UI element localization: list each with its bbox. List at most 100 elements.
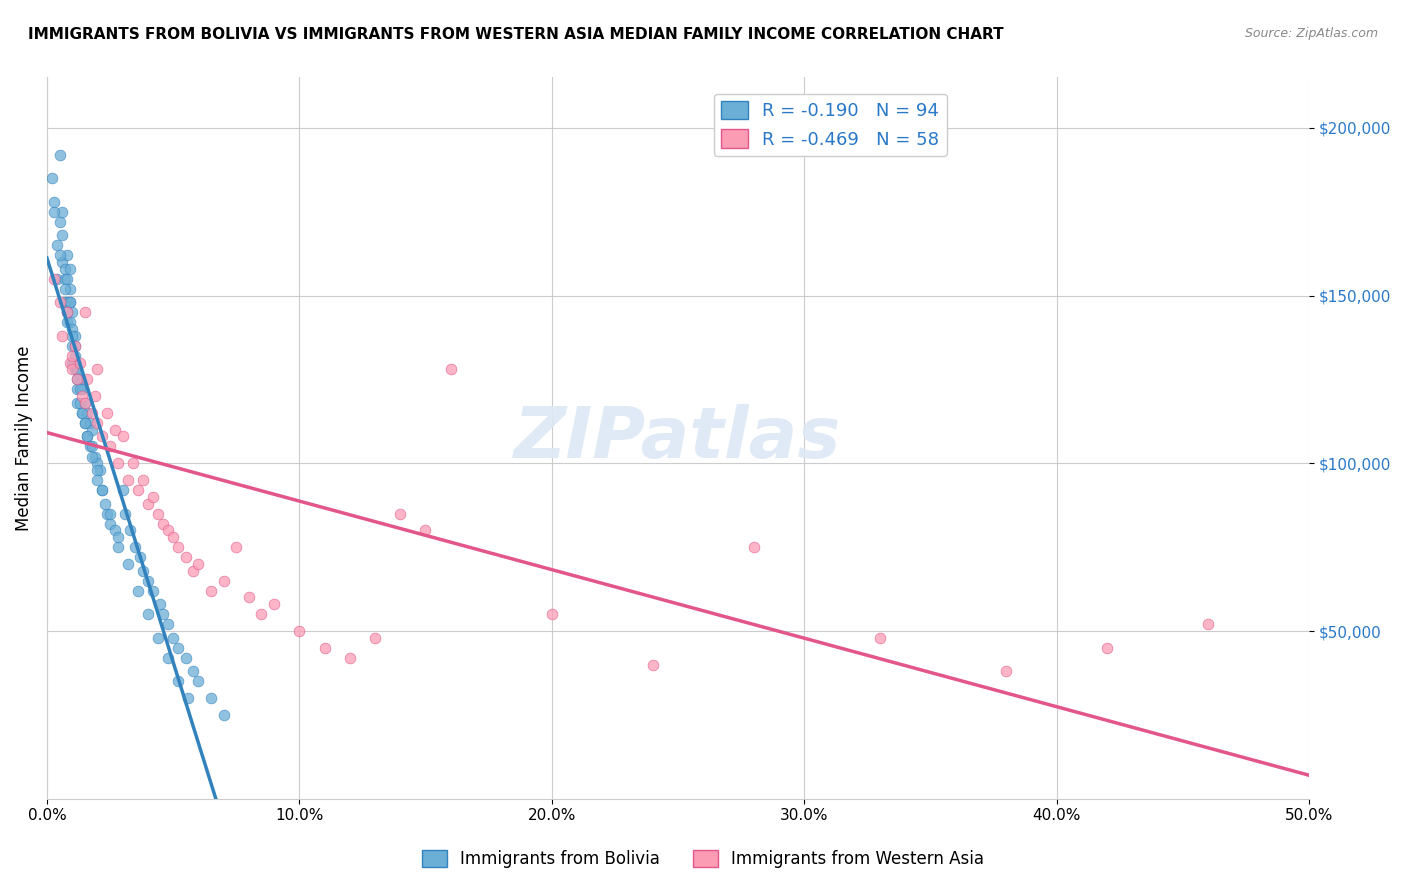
Point: [132, 564, 155, 578]
Point: [339, 650, 361, 665]
Point: [96, 406, 118, 420]
Point: [121, 456, 143, 470]
Point: [1095, 640, 1118, 655]
Point: [51, 328, 73, 343]
Point: [82, 406, 104, 420]
Point: [742, 540, 765, 554]
Point: [250, 607, 273, 622]
Point: [107, 540, 129, 554]
Point: [540, 607, 562, 622]
Point: [152, 516, 174, 531]
Point: [73, 416, 96, 430]
Point: [41, 171, 63, 186]
Point: [86, 362, 108, 376]
Point: [60, 305, 83, 319]
Point: [181, 564, 204, 578]
Point: [44, 204, 66, 219]
Point: [86, 463, 108, 477]
Point: [73, 396, 96, 410]
Point: [70, 406, 93, 420]
Point: [56, 248, 79, 262]
Point: [995, 665, 1018, 679]
Point: [79, 440, 101, 454]
Point: [127, 583, 149, 598]
Point: [98, 507, 121, 521]
Point: [59, 261, 82, 276]
Point: [120, 524, 142, 538]
Point: [238, 591, 260, 605]
Point: [69, 383, 91, 397]
Point: [104, 524, 127, 538]
Point: [162, 631, 184, 645]
Point: [53, 271, 76, 285]
Point: [107, 530, 129, 544]
Point: [174, 550, 197, 565]
Point: [82, 423, 104, 437]
Point: [63, 339, 86, 353]
Point: [129, 550, 152, 565]
Point: [56, 305, 79, 319]
Point: [96, 507, 118, 521]
Point: [53, 282, 76, 296]
Point: [63, 362, 86, 376]
Point: [187, 557, 209, 571]
Point: [56, 271, 79, 285]
Point: [98, 516, 121, 531]
Point: [162, 530, 184, 544]
Point: [89, 463, 111, 477]
Point: [59, 356, 82, 370]
Point: [82, 450, 104, 464]
Point: [69, 356, 91, 370]
Point: [59, 282, 82, 296]
Point: [46, 238, 69, 252]
Point: [167, 674, 190, 689]
Point: [114, 507, 136, 521]
Point: [124, 540, 146, 554]
Point: [66, 372, 89, 386]
Point: [59, 315, 82, 329]
Text: IMMIGRANTS FROM BOLIVIA VS IMMIGRANTS FROM WESTERN ASIA MEDIAN FAMILY INCOME COR: IMMIGRANTS FROM BOLIVIA VS IMMIGRANTS FR…: [28, 27, 1004, 42]
Point: [48, 215, 70, 229]
Point: [60, 356, 83, 370]
Point: [69, 372, 91, 386]
Point: [104, 423, 127, 437]
Point: [1197, 617, 1219, 632]
Point: [107, 456, 129, 470]
Point: [146, 507, 169, 521]
Point: [127, 483, 149, 497]
Point: [66, 383, 89, 397]
Point: [117, 473, 139, 487]
Point: [177, 691, 200, 706]
Point: [63, 339, 86, 353]
Point: [60, 362, 83, 376]
Point: [167, 640, 190, 655]
Point: [157, 617, 180, 632]
Point: [53, 295, 76, 310]
Point: [389, 507, 412, 521]
Point: [86, 416, 108, 430]
Point: [76, 372, 98, 386]
Point: [200, 691, 222, 706]
Point: [46, 271, 69, 285]
Point: [181, 665, 204, 679]
Point: [314, 640, 336, 655]
Point: [132, 473, 155, 487]
Point: [212, 707, 235, 722]
Point: [76, 406, 98, 420]
Point: [212, 574, 235, 588]
Point: [60, 339, 83, 353]
Text: Source: ZipAtlas.com: Source: ZipAtlas.com: [1244, 27, 1378, 40]
Point: [59, 295, 82, 310]
Point: [59, 295, 82, 310]
Legend: Immigrants from Bolivia, Immigrants from Western Asia: Immigrants from Bolivia, Immigrants from…: [415, 843, 991, 875]
Point: [149, 597, 172, 611]
Point: [91, 429, 114, 443]
Point: [142, 490, 165, 504]
Point: [83, 450, 105, 464]
Point: [415, 524, 437, 538]
Point: [146, 631, 169, 645]
Point: [167, 540, 190, 554]
Point: [86, 456, 108, 470]
Point: [70, 383, 93, 397]
Point: [60, 328, 83, 343]
